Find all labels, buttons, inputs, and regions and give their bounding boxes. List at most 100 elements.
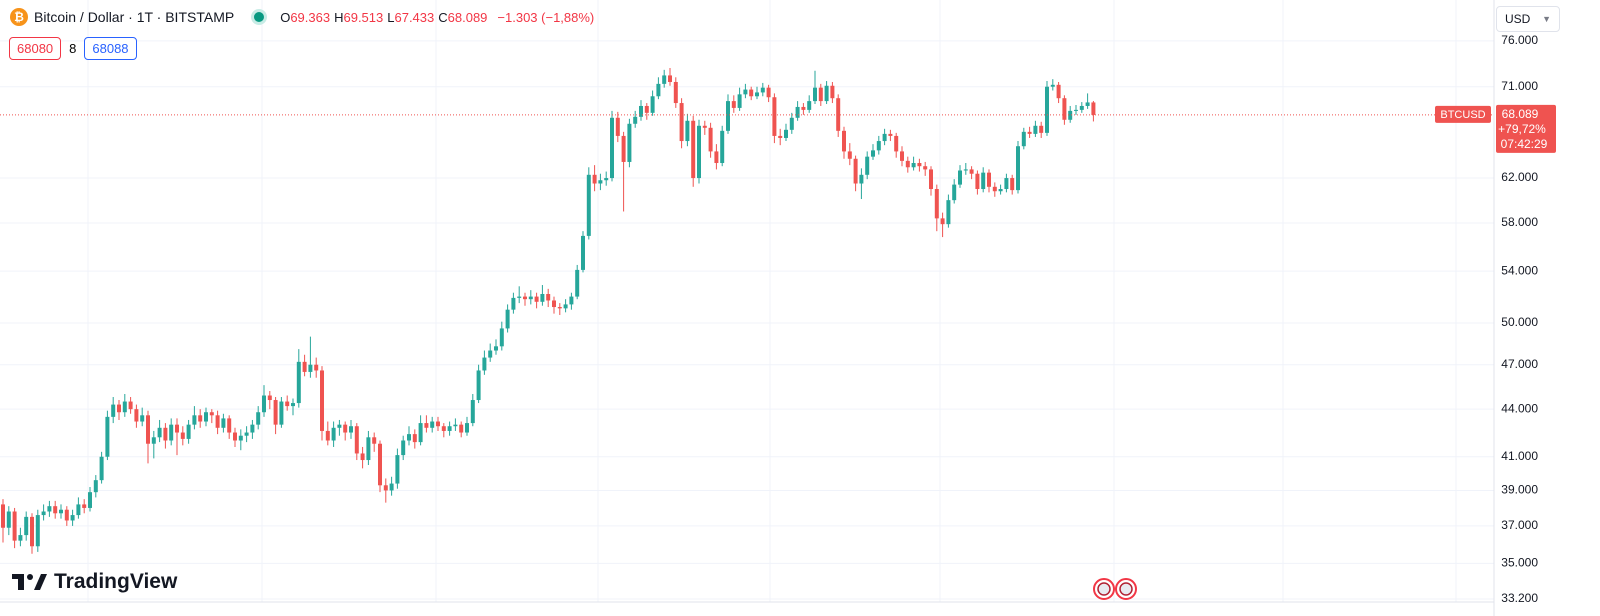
candle-body <box>296 361 301 404</box>
symbol[interactable]: Bitcoin / Dollar · 1T · BITSTAMP <box>34 9 235 25</box>
candle-body <box>343 424 348 433</box>
candle-body <box>35 515 40 547</box>
ohlc-item: H69.513 <box>334 10 383 25</box>
candle-body <box>441 426 446 431</box>
candle-body <box>760 87 765 93</box>
event-flags[interactable] <box>1093 578 1137 600</box>
candle-body <box>1085 102 1090 106</box>
ohlc-value: 67.433 <box>394 9 435 25</box>
candle-body <box>424 423 429 428</box>
candle-body <box>615 117 620 136</box>
candle-body <box>726 101 730 131</box>
candle-body <box>639 105 643 117</box>
sell-button[interactable]: 68080 <box>9 37 62 60</box>
price-tag: BTCUSD 68.089+79,72%07:42:29 <box>0 104 1556 153</box>
candle-body <box>975 173 980 190</box>
candle-body <box>146 415 150 444</box>
candle-body <box>807 101 812 110</box>
currency-select[interactable]: USD ▼ <box>1496 6 1560 32</box>
candle-body <box>610 117 614 179</box>
candle-body <box>1016 146 1020 191</box>
legend-header: ₿ Bitcoin / Dollar · 1T · BITSTAMP O69.3… <box>10 8 594 26</box>
candle-body <box>140 415 145 422</box>
ohlc-label: H <box>334 9 344 25</box>
candle-body <box>575 269 580 297</box>
candle-body <box>395 455 400 484</box>
candle-body <box>1 504 5 528</box>
candle-body <box>720 130 725 164</box>
candle-body <box>598 180 603 184</box>
candle-body <box>940 218 945 225</box>
candle-body <box>169 424 174 441</box>
candle-body <box>482 357 487 371</box>
candle-body <box>209 412 214 416</box>
candle-body <box>47 506 52 512</box>
candle-body <box>586 174 591 236</box>
candle-body <box>766 87 771 98</box>
candle-body <box>401 440 406 456</box>
candle-body <box>494 346 498 351</box>
candle-body <box>523 296 527 300</box>
candle-body <box>198 415 203 422</box>
price-tag-value: 68.089 <box>1502 107 1539 121</box>
logo[interactable]: TradingView <box>12 570 177 594</box>
candle-body <box>992 186 997 192</box>
ohlc-value: 68.089 <box>447 9 488 25</box>
candle-body <box>917 163 922 167</box>
ohlc-label: O <box>280 9 291 25</box>
grid <box>0 40 1494 600</box>
candle-body <box>59 509 63 514</box>
candle-body <box>488 350 493 358</box>
candle-body <box>656 83 661 97</box>
candle-body <box>1045 86 1049 133</box>
candle-body <box>882 133 887 142</box>
candle-body <box>905 160 910 168</box>
trade-buttons: 68080 8 68088 <box>9 37 137 60</box>
candle-body <box>969 169 974 174</box>
candle-body <box>685 120 690 142</box>
y-tick-label: 47.000 <box>1501 357 1538 371</box>
candle-body <box>929 169 933 190</box>
candle-body <box>279 401 284 425</box>
candle-body <box>1068 110 1073 120</box>
candle-body <box>175 424 179 433</box>
ohlc-item: O69.363 <box>280 10 330 25</box>
ohlc-value: 69.513 <box>343 9 384 25</box>
candle-body <box>818 87 823 102</box>
buy-button[interactable]: 68088 <box>84 37 137 60</box>
candle-body <box>320 370 324 431</box>
candle-body <box>325 430 330 441</box>
candle-body <box>963 169 968 171</box>
candle-body <box>64 509 69 521</box>
candle-body <box>569 296 574 305</box>
candle-body <box>285 401 290 407</box>
candle-body <box>215 415 220 428</box>
candle-body <box>644 105 649 113</box>
candle-body <box>267 395 272 401</box>
candle-body <box>82 504 87 508</box>
candle-body <box>934 189 939 219</box>
candle-body <box>227 418 232 433</box>
candle-body <box>528 296 533 300</box>
candle-body <box>436 421 440 427</box>
candle-body <box>755 92 759 97</box>
candle-body <box>366 437 371 461</box>
y-tick-label: 58.000 <box>1501 215 1538 229</box>
candle-body <box>900 151 904 161</box>
candle-body <box>244 432 249 436</box>
candle-body <box>354 426 359 454</box>
candle-body <box>12 511 17 541</box>
candle-body <box>331 427 336 441</box>
candle-body <box>465 423 469 433</box>
candle-body <box>383 485 388 491</box>
candle-body <box>789 117 794 130</box>
symbol-tag: BTCUSD <box>1440 109 1485 121</box>
logo-text: TradingView <box>54 570 178 593</box>
candle-body <box>714 151 719 164</box>
candle-body <box>430 421 435 428</box>
candle-body <box>847 151 852 159</box>
candle-body <box>291 403 295 407</box>
price-tag-change: +79,72% <box>1498 122 1546 136</box>
candle-body <box>151 437 156 444</box>
candle-body <box>1021 131 1026 147</box>
